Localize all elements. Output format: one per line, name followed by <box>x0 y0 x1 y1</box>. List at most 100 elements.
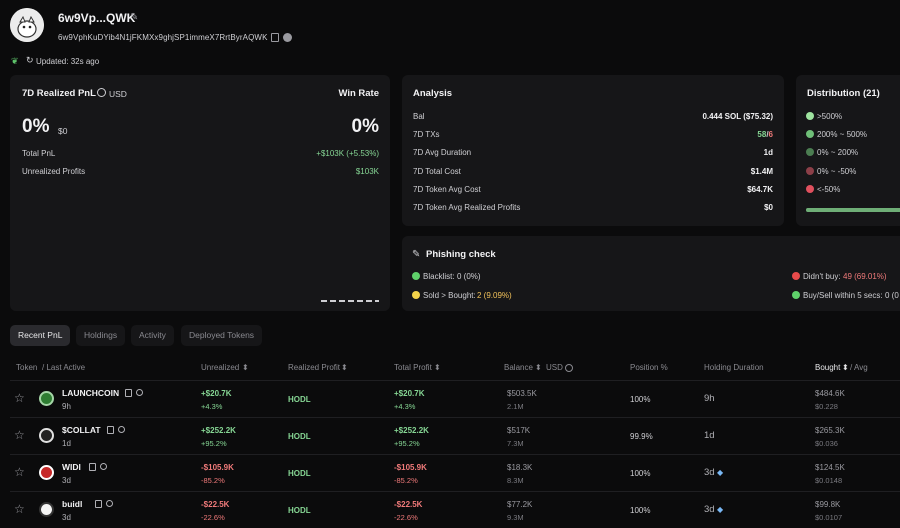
copy-icon[interactable] <box>271 33 279 42</box>
token-name[interactable]: buidl <box>62 499 83 509</box>
bought-value: $484.6K <box>815 389 845 398</box>
unrealized-value: $103K <box>355 167 379 176</box>
currency-label[interactable]: USD <box>109 89 127 99</box>
search-icon[interactable] <box>136 389 143 396</box>
realized-status: HODL <box>288 395 311 404</box>
wallet-avatar <box>10 8 44 42</box>
sort-icon[interactable]: ⬍ <box>434 363 441 372</box>
refresh-icon[interactable]: ↻ <box>26 55 34 65</box>
buysell-value: 0 (0 <box>885 291 899 300</box>
header-total[interactable]: Total Profit <box>394 363 432 372</box>
token-name[interactable]: LAUNCHCOIN <box>62 388 120 398</box>
star-icon[interactable]: ☆ <box>14 502 25 516</box>
diamond-hands-icon: ◆ <box>717 468 724 477</box>
header-bought[interactable]: Bought <box>815 363 841 372</box>
header-balance[interactable]: Balance <box>504 363 533 372</box>
tab-deployed-tokens[interactable]: Deployed Tokens <box>181 325 263 346</box>
total-pnl-value: +$103K (+5.53%) <box>316 149 379 158</box>
total-pct: -22.6% <box>394 513 418 522</box>
position-pct: 100% <box>630 469 651 478</box>
last-active: 1d <box>62 439 71 448</box>
pnl-percent: 0% <box>22 116 50 137</box>
search-icon[interactable] <box>106 500 113 507</box>
distribution-dot <box>806 166 814 175</box>
avg-price: $0.0107 <box>815 513 843 522</box>
sort-icon[interactable]: ⬍ <box>842 363 849 372</box>
table-row[interactable]: ☆ WIDI 3d -$105.9K -85.2% HODL -$105.9K … <box>10 454 900 491</box>
token-avatar <box>39 502 54 517</box>
header-balance-unit[interactable]: USD <box>546 363 563 372</box>
distribution-label: 200% ~ 500% <box>817 130 868 140</box>
balance-toggle-icon[interactable] <box>565 364 573 372</box>
pnl-title: 7D Realized PnL <box>22 88 96 99</box>
balance-amount: 2.1M <box>507 402 524 411</box>
total-pct: -85.2% <box>394 476 418 485</box>
sort-icon[interactable]: ⬍ <box>242 363 249 372</box>
sold-value: 2 (9.09%) <box>477 291 512 300</box>
analysis-row-value: $64.7K <box>747 184 773 194</box>
search-icon[interactable] <box>118 426 125 433</box>
buysell-label: Buy/Sell within 5 secs: <box>803 291 883 300</box>
sort-icon[interactable]: ⬍ <box>341 363 348 372</box>
token-name[interactable]: $COLLAT <box>62 425 101 435</box>
position-pct: 99.9% <box>630 432 653 441</box>
distribution-label: 0% ~ -50% <box>817 166 857 176</box>
analysis-row-value: 1d <box>763 148 773 158</box>
header-position[interactable]: Position % <box>630 363 668 372</box>
balance-usd: $18.3K <box>507 463 533 472</box>
distribution-bar-fill <box>806 208 900 212</box>
realized-status: HODL <box>288 469 311 478</box>
balance-amount: 9.3M <box>507 513 524 522</box>
fishing-hook-icon: ✎ <box>412 249 421 260</box>
token-name[interactable]: WIDI <box>62 462 81 472</box>
unrealized-value: -$22.5K <box>201 500 230 509</box>
bought-value: $124.5K <box>815 463 845 472</box>
header-realized[interactable]: Realized Profit <box>288 363 341 372</box>
copy-icon[interactable] <box>95 500 102 508</box>
phishing-panel: ✎ Phishing check Blacklist: 0 (0%) Sold … <box>402 236 900 311</box>
header-last-active[interactable]: / Last Active <box>42 363 86 372</box>
unrealized-pct: -22.6% <box>201 513 225 522</box>
tab-recent-pnl[interactable]: Recent PnL <box>10 325 71 346</box>
updated-status: Updated: 32s ago <box>36 57 100 66</box>
tab-holdings[interactable]: Holdings <box>76 325 126 346</box>
search-icon[interactable] <box>100 463 107 470</box>
table-row[interactable]: ☆ LAUNCHCOIN 9h +$20.7K +4.3% HODL +$20.… <box>10 380 900 417</box>
header-unrealized[interactable]: Unrealized <box>201 363 240 372</box>
header-holding[interactable]: Holding Duration <box>704 363 764 372</box>
blacklist-value: 0 (0%) <box>457 272 481 281</box>
tx-buys: 58 <box>757 130 767 140</box>
blacklist-label: Blacklist: <box>423 272 455 281</box>
distribution-title: Distribution (21) <box>807 88 880 99</box>
star-icon[interactable]: ☆ <box>14 391 25 405</box>
analysis-row-label: 7D Token Avg Cost <box>413 184 481 194</box>
header-token[interactable]: Token <box>16 363 38 372</box>
explorer-icon[interactable] <box>283 33 292 42</box>
copy-icon[interactable] <box>107 426 114 434</box>
analysis-row-value: $0 <box>764 203 773 212</box>
sort-icon[interactable]: ⬍ <box>535 363 542 372</box>
analysis-panel: Analysis Bal 0.444 SOL ($75.32) 7D TXs 58/6… <box>402 75 784 226</box>
copy-icon[interactable] <box>125 389 132 397</box>
edit-icon[interactable]: ✎ <box>130 12 139 23</box>
analysis-title: Analysis <box>413 88 453 99</box>
analysis-row-label: 7D Total Cost <box>413 166 461 176</box>
table-row[interactable]: ☆ $COLLAT 1d +$252.2K +95.2% HODL +$252.… <box>10 417 900 454</box>
table-row[interactable]: ☆ buidl 3d -$22.5K -22.6% HODL -$22.5K -… <box>10 491 900 528</box>
star-icon[interactable]: ☆ <box>14 428 25 442</box>
tab-activity[interactable]: Activity <box>131 325 174 346</box>
distribution-dot <box>806 112 814 120</box>
copy-icon[interactable] <box>89 463 96 471</box>
blacklist-dot <box>412 272 420 280</box>
currency-toggle-icon[interactable] <box>97 88 106 97</box>
distribution-dot <box>806 148 814 157</box>
total-value: +$20.7K <box>394 389 425 398</box>
header-avg[interactable]: / Avg <box>850 363 868 372</box>
star-icon[interactable]: ☆ <box>14 465 25 479</box>
phishing-title: Phishing check <box>426 249 496 260</box>
analysis-row-label: 7D TXs <box>413 130 440 140</box>
wallet-name: 6w9Vp...QWK <box>58 11 136 25</box>
balance-usd: $517K <box>507 426 531 435</box>
last-active: 9h <box>62 402 71 411</box>
sold-dot <box>412 291 420 299</box>
